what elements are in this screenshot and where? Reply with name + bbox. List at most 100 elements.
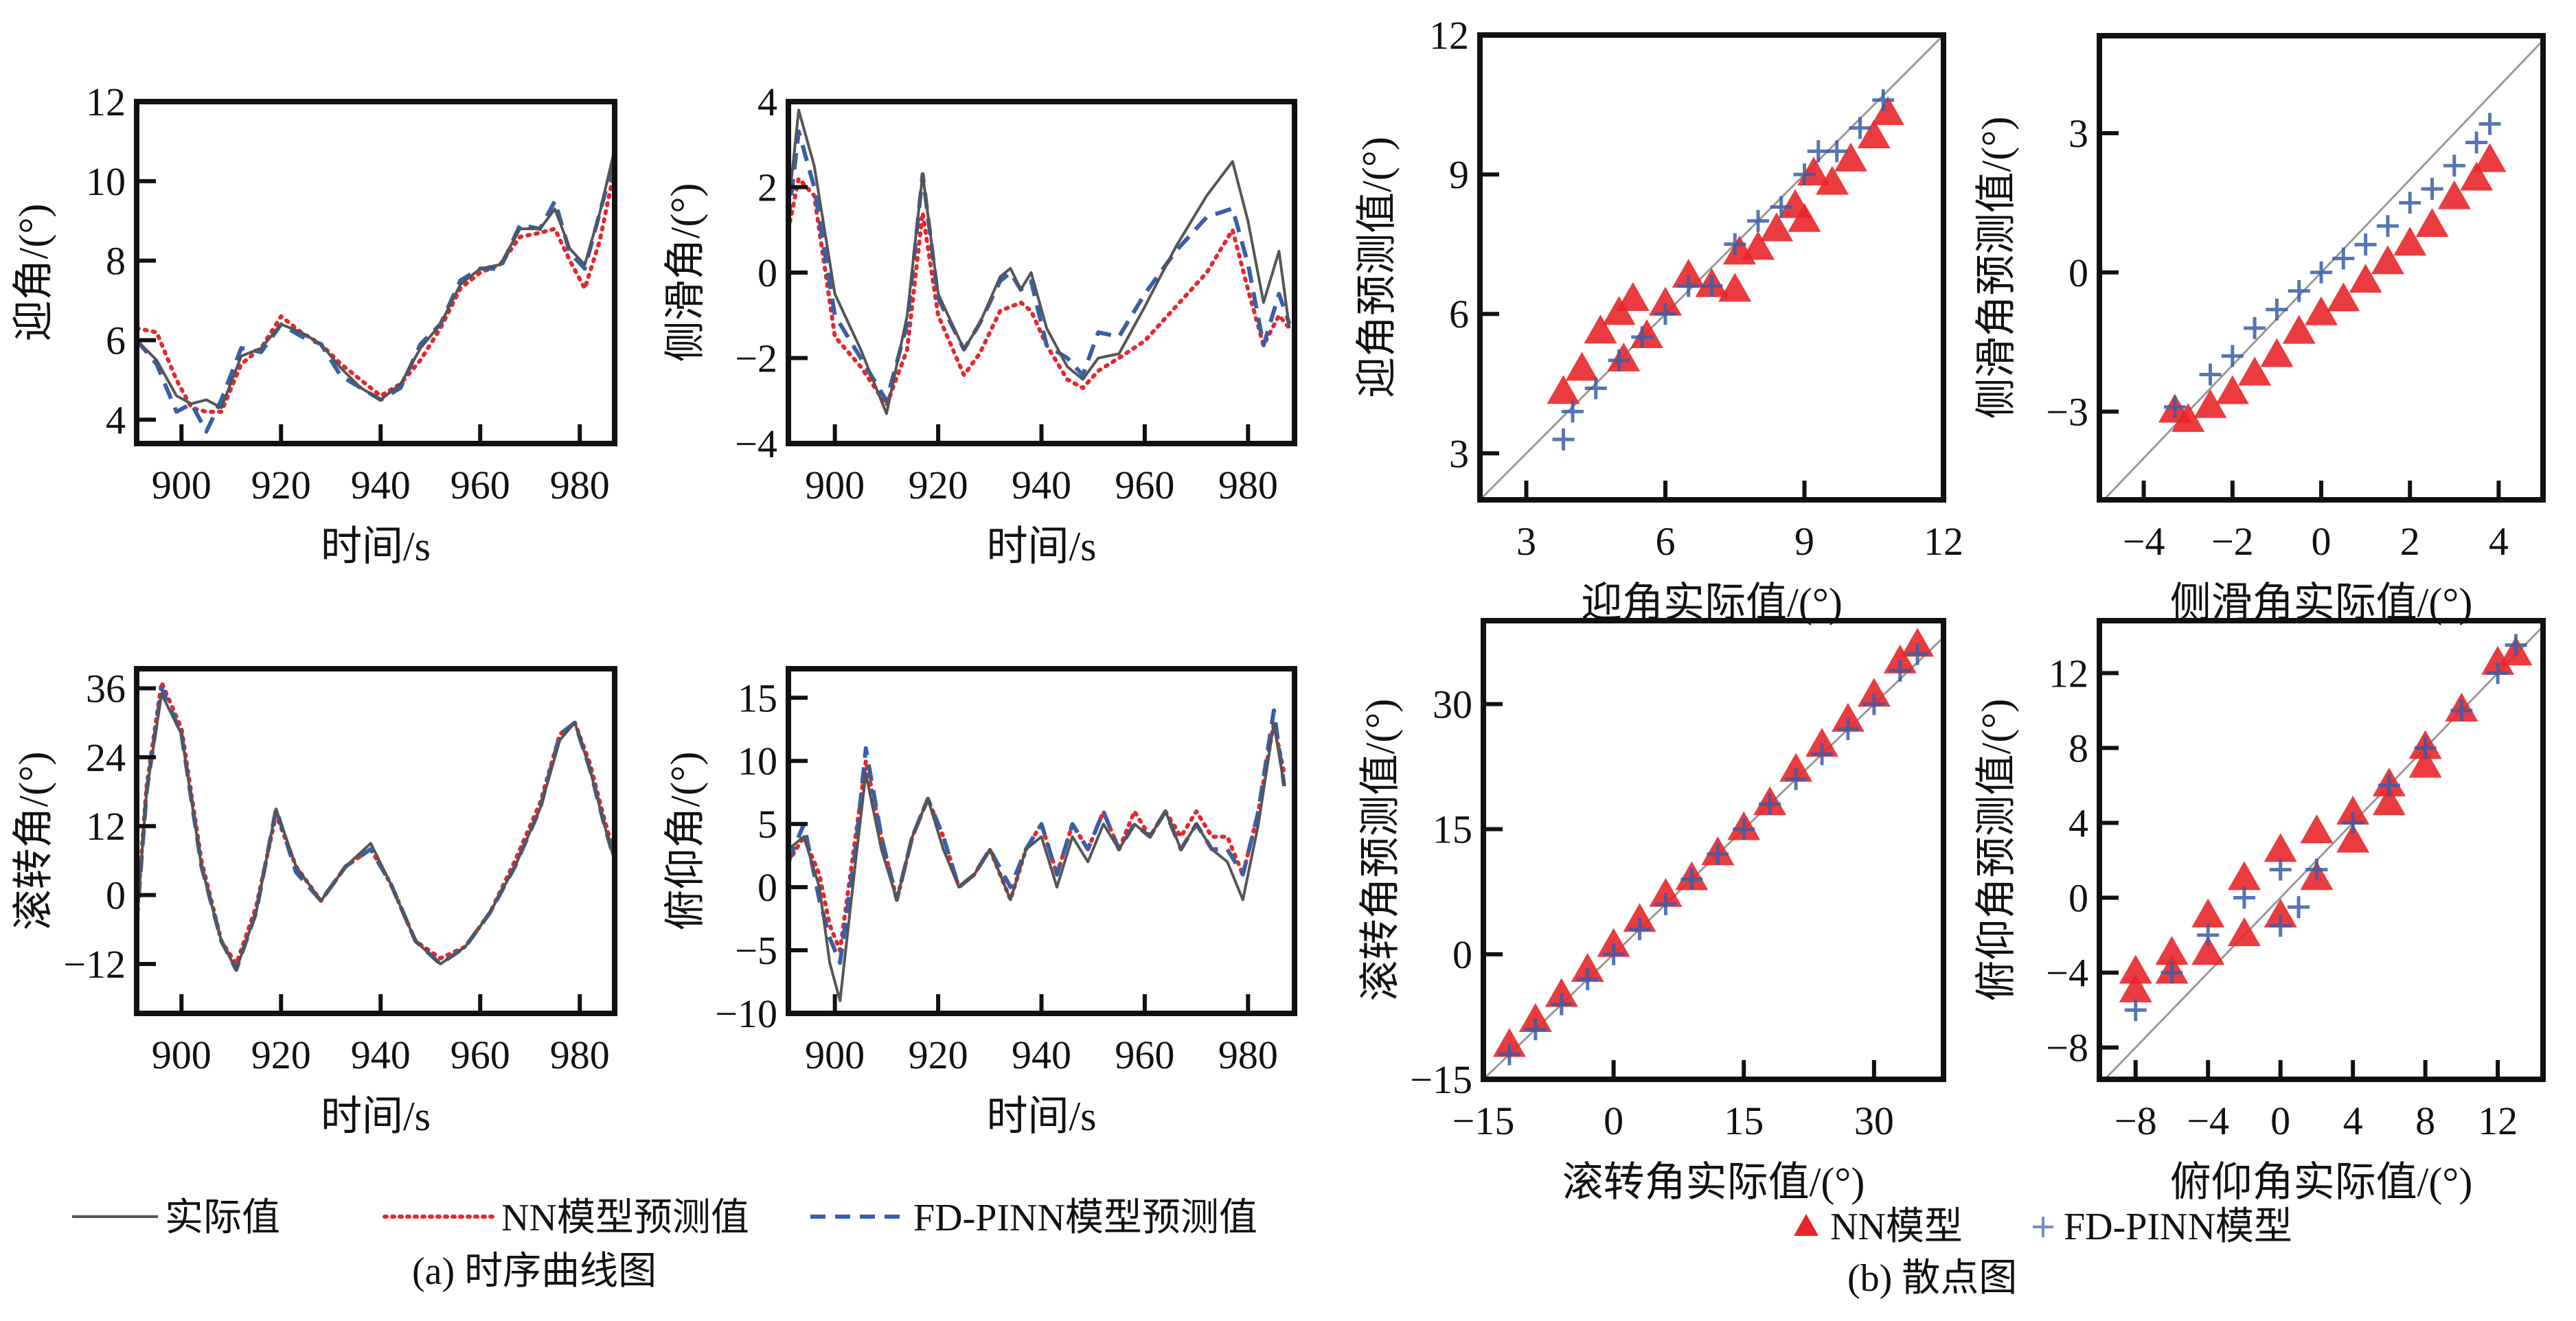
y-axis-label: 迎角预测值/(°) [1354,137,1400,398]
y-tick-label: 3 [1449,431,1469,476]
point-nn [2191,936,2225,965]
axes-frame [134,666,617,1016]
x-axis-label: 俯仰角实际值/(°) [2170,1160,2473,1205]
point-nn [2264,898,2297,928]
point-pinn [2487,662,2509,685]
point-pinn [2288,896,2310,919]
point-nn [1565,352,1599,381]
point-nn [1883,644,1917,674]
y-tick-label: 10 [86,159,126,204]
identity-line [2104,625,2543,1079]
point-pinn [1825,140,1848,163]
identity-line [2103,39,2543,500]
x-tick-label: 6 [1656,519,1676,564]
point-pinn [1628,918,1651,941]
x-axis-label: 时间/s [321,524,431,569]
plot-area [2104,625,2543,1079]
y-axis-label: 侧滑角/(°) [663,183,708,363]
series-line-actual [137,692,615,972]
series-line-pinn [137,686,615,972]
series-line-nn [137,680,615,966]
point-pinn [2399,192,2421,214]
point-pinn [1724,233,1746,255]
point-pinn [2221,345,2244,367]
point-nn [1547,375,1580,404]
x-axis-label: 时间/s [321,1094,431,1139]
point-pinn [2443,154,2465,177]
y-tick-label: 0 [2068,251,2088,295]
point-nn [1816,165,1849,195]
panel-roll-series: 900 920 940 960 980 −12 0 12 24 36 时间/s 滚转角/(°) [11,666,617,1139]
x-tick-label: 4 [2343,1099,2363,1143]
y-tick-label: 24 [86,735,126,780]
x-tick-label: 900 [152,1033,212,1077]
point-pinn [2465,131,2488,154]
y-tick-label: 0 [2068,876,2088,921]
y-tick-label: 4 [757,80,777,124]
x-tick-label: 0 [2312,519,2332,564]
plot-area [137,680,615,972]
y-tick-label: 4 [2068,801,2088,845]
x-tick-label: −4 [2187,1099,2229,1143]
point-nn [1672,259,1705,288]
y-tick-label: 15 [1433,807,1472,852]
point-nn [1760,212,1793,242]
y-tick-label: 12 [1429,13,1469,58]
point-nn [2155,936,2189,965]
x-tick-label: 960 [451,463,510,507]
caption-b: (b) 散点图 [1847,1257,2017,1300]
y-tick-label: 3 [2068,111,2088,156]
y-tick-label: 6 [106,318,126,363]
axes-frame [786,99,1297,446]
y-tick-label: −4 [2046,951,2088,996]
plot-area [2103,39,2543,500]
point-nn [2260,338,2294,367]
x-tick-label: 900 [805,463,865,507]
identity-line [1480,35,1944,500]
point-pinn [2197,924,2220,947]
point-nn [2172,403,2205,433]
panel-pitch-series: 900 920 940 960 980 −10 −5 0 5 10 15 时间/s 俯仰角/(°) [663,666,1297,1139]
point-nn [2119,973,2152,1002]
plot-area [1480,35,1944,500]
point-nn [1584,314,1617,344]
x-tick-label: 9 [1794,519,1814,564]
y-axis-label: 滚转角预测值/(°) [1358,699,1403,1002]
point-pinn [2478,113,2501,135]
point-nn [2300,814,2334,844]
y-axis-label: 俯仰角/(°) [663,752,708,931]
point-pinn [1889,659,1911,682]
point-pinn [2233,886,2255,909]
y-tick-label: 0 [106,873,126,918]
point-pinn [1759,793,1781,816]
y-tick-label: −15 [1410,1057,1472,1102]
plot-area [137,149,615,434]
y-tick-label: 0 [757,251,777,295]
point-nn [2408,748,2442,778]
x-tick-label: 980 [550,463,610,507]
legend-pinn-label: FD-PINN模型预测值 [913,1197,1257,1239]
point-pinn [2378,774,2400,796]
legend-nn-scatter-label: NN模型 [1830,1206,1963,1248]
x-tick-label: 2 [2400,519,2420,564]
axes-frame [1481,618,1946,1082]
x-axis-label: 时间/s [986,524,1096,569]
point-nn [2282,314,2316,344]
point-nn [2393,227,2427,256]
x-tick-label: 900 [805,1033,865,1077]
x-tick-label: 960 [451,1033,510,1077]
series-line-nn [788,721,1286,953]
x-tick-label: 980 [1218,1033,1278,1077]
y-tick-label: −4 [735,422,777,466]
point-nn [2191,898,2225,928]
y-tick-label: 10 [738,739,777,783]
point-pinn [1807,140,1830,163]
legend-actual-label: 实际值 [165,1197,280,1239]
x-tick-label: −4 [2123,519,2165,564]
point-pinn [2305,858,2328,881]
point-pinn [2342,812,2364,834]
y-tick-label: 12 [86,804,126,849]
point-pinn [2505,634,2527,656]
x-tick-label: −8 [2115,1099,2157,1143]
